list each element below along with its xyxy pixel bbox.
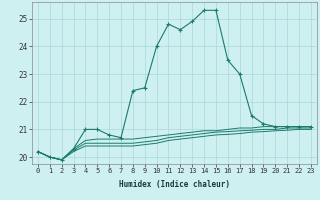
X-axis label: Humidex (Indice chaleur): Humidex (Indice chaleur) xyxy=(119,180,230,189)
